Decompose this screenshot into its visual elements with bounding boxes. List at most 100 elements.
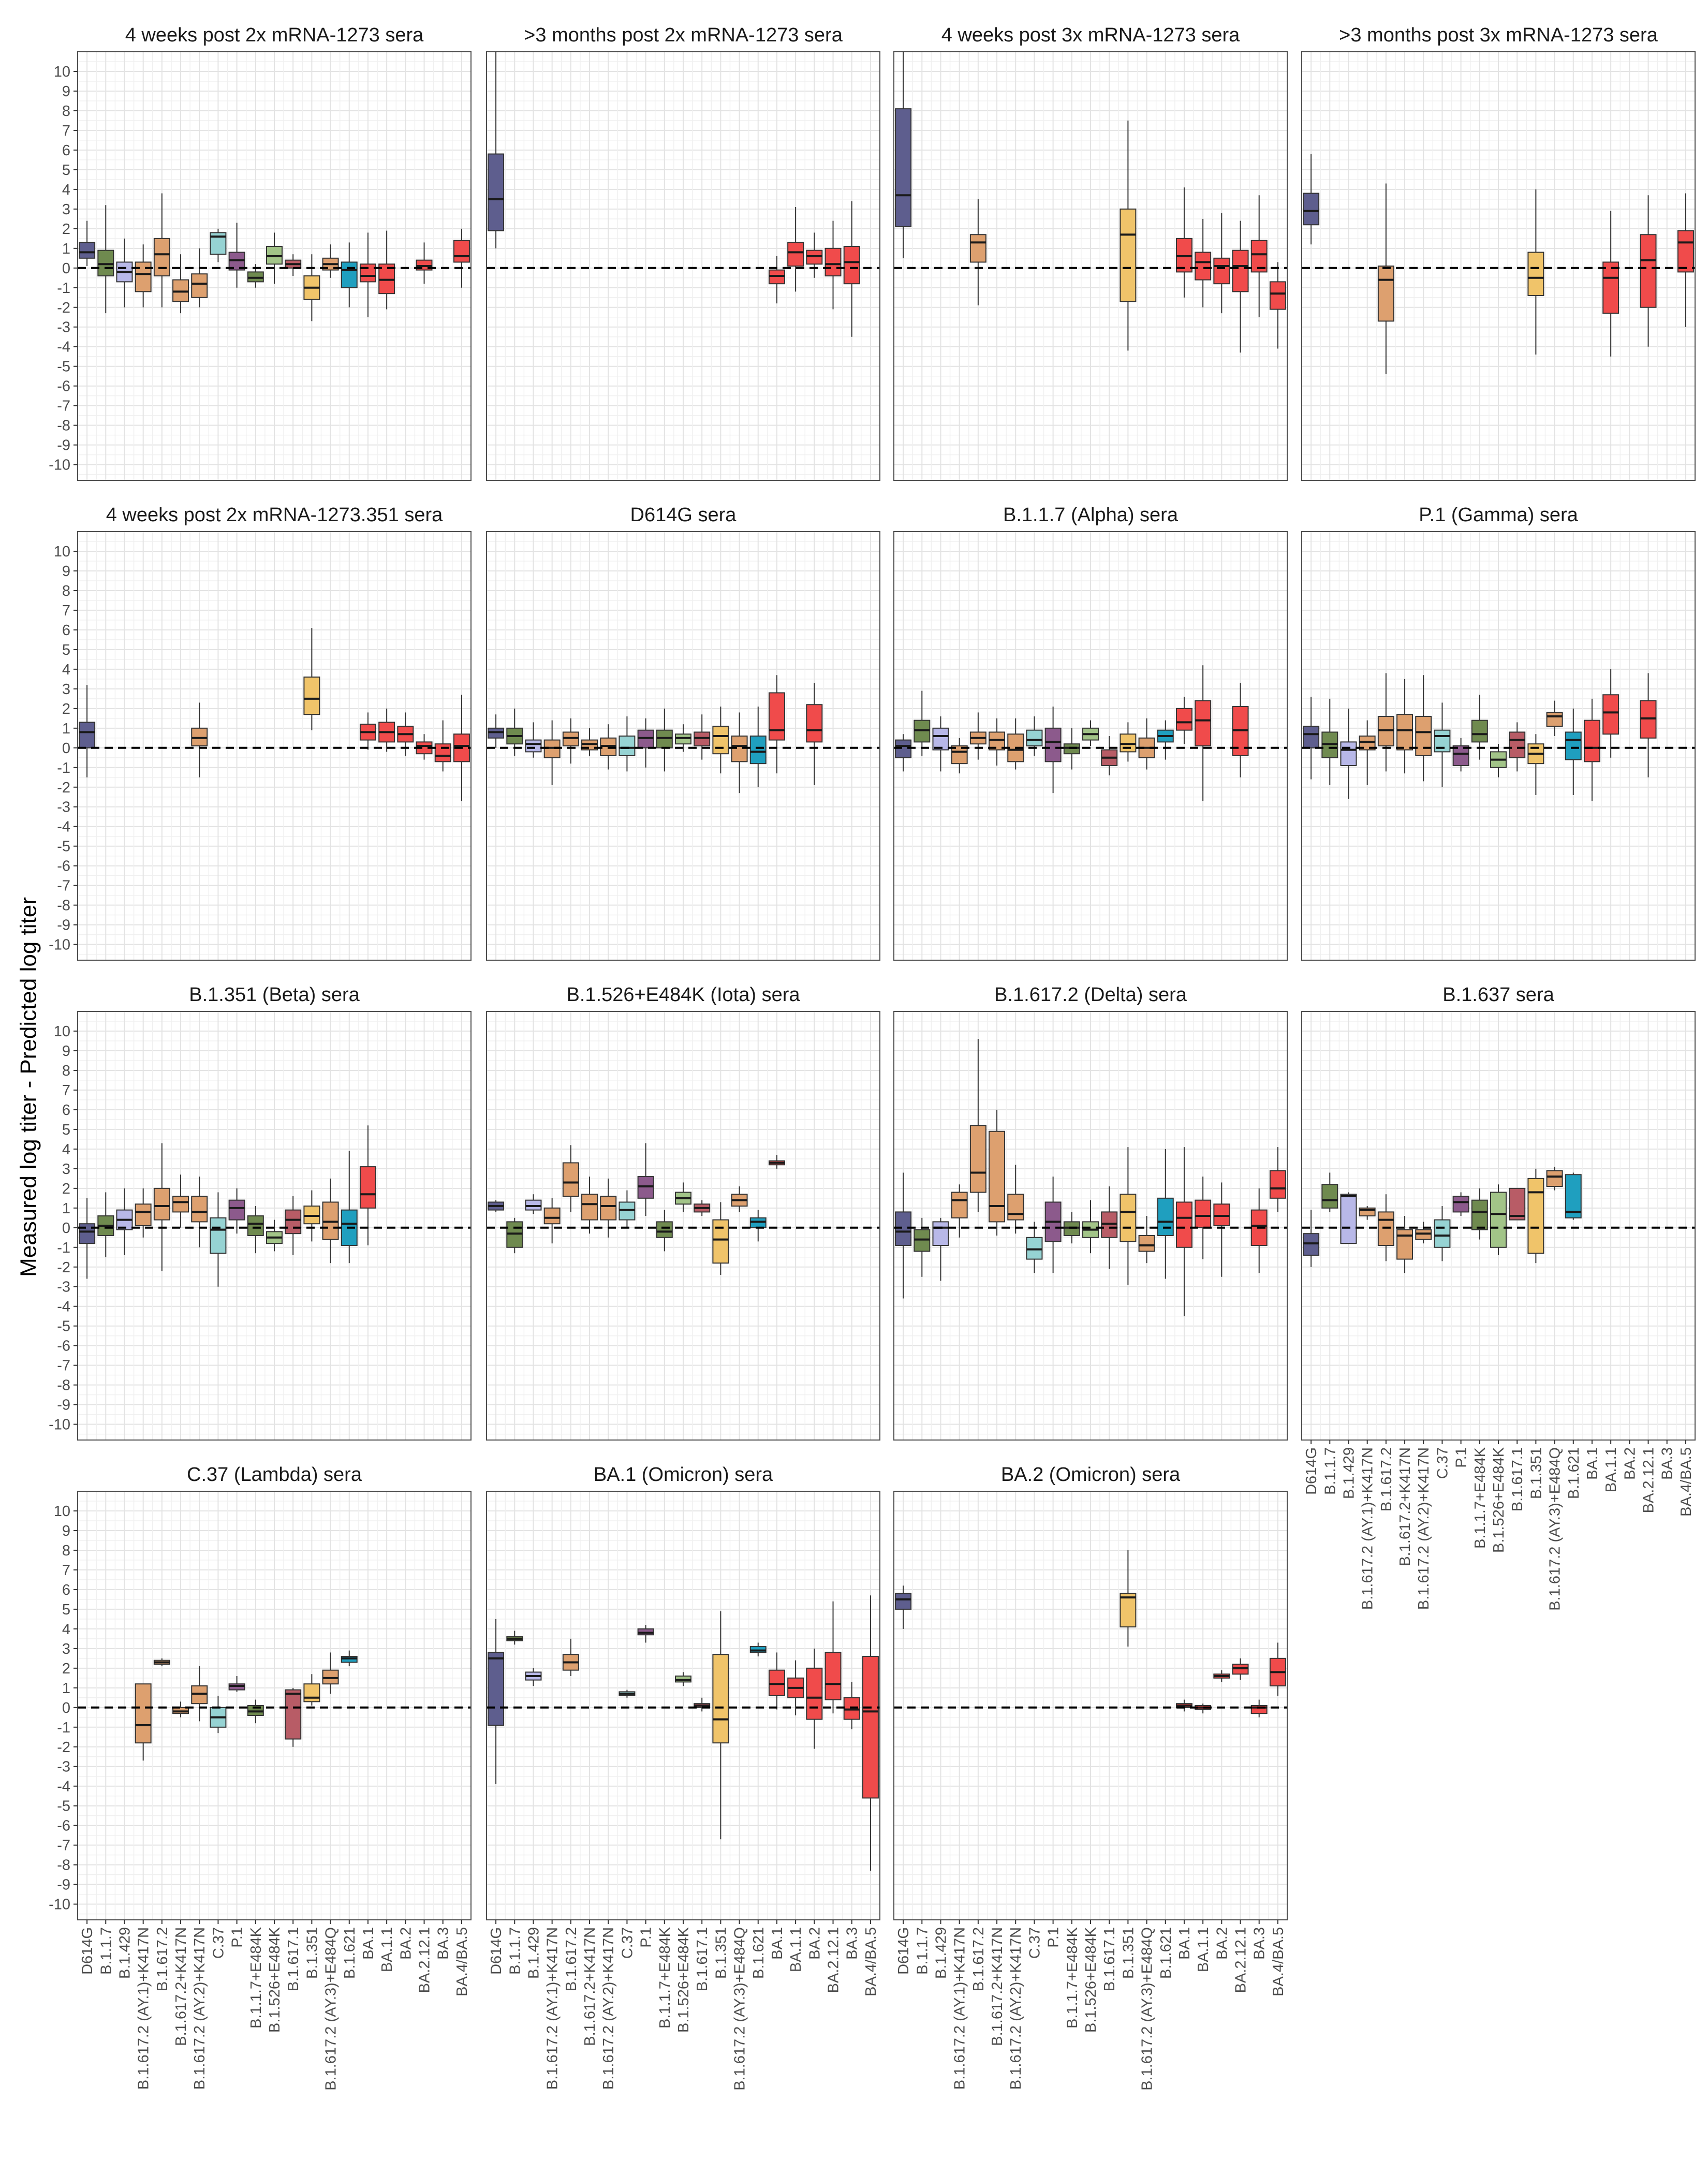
x-tick-label: B.1.1.7+E484K <box>1064 1927 1081 2029</box>
panel-border <box>77 51 472 481</box>
x-tick-label: B.1.617.2 <box>154 1927 171 1991</box>
box-iqr <box>1340 741 1357 766</box>
box-b-1-1-7-e484k <box>656 708 673 772</box>
box-ba-3 <box>1250 195 1268 317</box>
box-b-1-621 <box>1565 708 1582 795</box>
box-b-1-1-7 <box>914 691 931 756</box>
box-iqr <box>1377 266 1394 322</box>
box-ba-1-1 <box>1195 218 1212 307</box>
y-tick-label: -5 <box>57 1318 70 1335</box>
y-tick-label: -4 <box>57 1299 70 1315</box>
box-iqr <box>1195 700 1212 747</box>
x-tick-label: B.1.617.2 (AY.3)+E484Q <box>323 1927 340 2091</box>
box-iqr <box>1677 230 1694 273</box>
box-d614g <box>488 714 505 748</box>
y-tick-label: -2 <box>57 780 70 796</box>
x-tick-label: B.1.617.2 (AY.1)+K417N <box>952 1927 968 2090</box>
panel-grid <box>77 1491 472 1920</box>
box-iqr <box>135 1683 152 1744</box>
box-iqr <box>712 726 729 755</box>
x-tick-label: B.1.617.2 (AY.1)+K417N <box>136 1927 152 2090</box>
y-tick-label: -4 <box>57 819 70 835</box>
y-tick-label: -9 <box>57 1397 70 1414</box>
y-tick-label: 10 <box>54 1023 70 1040</box>
box-b-1-617-2-ay-1-k417n <box>1359 1206 1376 1220</box>
box-b-1-621 <box>749 1210 767 1242</box>
x-tick-label: B.1.617.2+K417N <box>173 1927 189 2046</box>
box-ba-2 <box>1213 1182 1230 1277</box>
box-iqr <box>1303 726 1320 748</box>
box-iqr <box>228 1199 245 1221</box>
box-b-1-617-2 <box>1377 183 1394 374</box>
box-ba-1-1 <box>1602 211 1619 357</box>
box-b-1-621 <box>1157 1149 1174 1279</box>
y-tick-label: -3 <box>57 319 70 336</box>
box-iqr <box>768 692 785 741</box>
y-tick-label: -10 <box>49 1897 70 1913</box>
x-tick-label: B.1.1.7 <box>914 1927 931 1975</box>
box-b-1-617-2-ay-2-k417n <box>600 1178 617 1238</box>
y-tick-label: 3 <box>62 1161 70 1178</box>
y-tick-label: -9 <box>57 917 70 934</box>
box-d614g <box>79 685 96 777</box>
box-iqr <box>434 743 451 762</box>
box-b-1-617-2 <box>969 199 986 305</box>
box-iqr <box>1120 1194 1137 1242</box>
panel-1: 4 weeks post 2x mRNA-1273 sera-10-9-8-7-… <box>49 24 472 481</box>
box-ba-1-1 <box>378 708 395 752</box>
x-tick-label: B.1.617.2 <box>563 1927 580 1991</box>
box-ba-2-12-1 <box>824 1601 842 1714</box>
box-b-1-351 <box>303 628 320 730</box>
x-tick-label: B.1.429 <box>1341 1447 1357 1499</box>
y-tick-label: -1 <box>57 1720 70 1736</box>
box-iqr <box>1471 1199 1488 1230</box>
box-d614g <box>1303 697 1320 780</box>
box-c-37 <box>210 1192 227 1287</box>
y-tick-label: 3 <box>62 201 70 218</box>
y-tick-label: 0 <box>62 1220 70 1237</box>
panel-3: 4 weeks post 3x mRNA-1273 sera <box>893 24 1288 481</box>
y-tick-label: 10 <box>54 544 70 560</box>
y-tick-label: -6 <box>57 1338 70 1355</box>
x-tick-label: P.1 <box>1046 1927 1062 1948</box>
box-b-1-617-2 <box>153 1658 170 1667</box>
y-tick-label: 7 <box>62 603 70 619</box>
panel-border <box>893 531 1288 961</box>
box-b-1-526-e484k <box>675 1182 691 1212</box>
y-tick-label: -8 <box>57 418 70 434</box>
box-b-1-429 <box>525 1668 542 1686</box>
box-b-1-1-7-e484k <box>247 264 264 288</box>
box-iqr <box>969 1125 986 1193</box>
box-b-1-1-7-e484k <box>1471 1188 1488 1240</box>
y-tick-label: -10 <box>49 457 70 474</box>
box-iqr <box>951 1192 968 1218</box>
x-tick-label: C.37 <box>1434 1447 1451 1479</box>
y-tick-label: -10 <box>49 937 70 953</box>
panel-border <box>893 1011 1288 1441</box>
box-b-1-617-2-k417n <box>1396 1216 1413 1273</box>
box-iqr <box>210 1217 227 1254</box>
box-iqr <box>1175 1201 1192 1248</box>
box-b-1-617-1 <box>285 1196 302 1255</box>
box-iqr <box>488 1652 505 1726</box>
box-iqr <box>1640 234 1657 308</box>
x-tick-label: B.1.617.1 <box>1509 1447 1526 1511</box>
box-iqr <box>303 1683 320 1702</box>
y-tick-label: 0 <box>62 260 70 277</box>
x-tick-label: D614G <box>895 1927 912 1975</box>
box-iqr <box>1044 727 1062 762</box>
y-tick-label: 7 <box>62 1082 70 1099</box>
panel-boxes <box>1303 154 1694 374</box>
box-iqr <box>824 1652 842 1700</box>
box-d614g <box>1303 154 1320 245</box>
y-tick-label: 6 <box>62 142 70 159</box>
box-b-1-526-e484k <box>1082 720 1099 746</box>
y-tick-label: 8 <box>62 103 70 120</box>
box-b-1-617-2-ay-2-k417n <box>191 248 208 307</box>
box-b-1-621 <box>749 1642 767 1657</box>
x-tick-label: P.1 <box>229 1927 246 1948</box>
box-iqr <box>359 1166 376 1209</box>
panel-2: >3 months post 2x mRNA-1273 sera <box>486 24 880 481</box>
box-b-1-351 <box>1120 1550 1137 1647</box>
